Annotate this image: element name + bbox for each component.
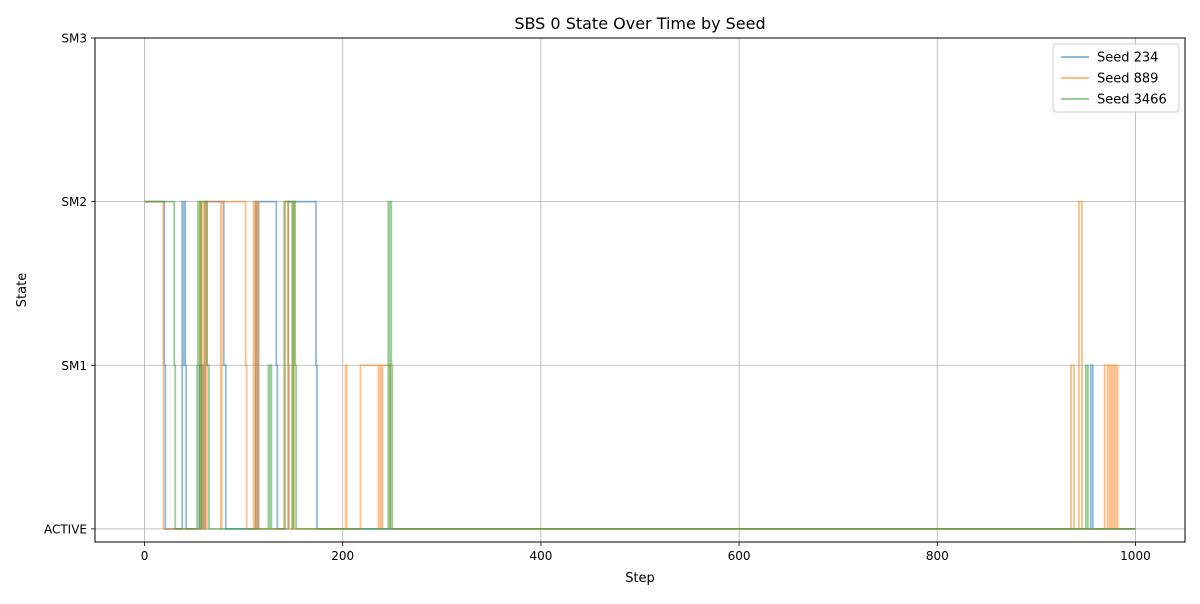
x-axis-label: Step — [625, 571, 655, 586]
x-tick-label: 800 — [926, 549, 949, 563]
y-axis-label: State — [15, 273, 30, 307]
x-tick-label: 1000 — [1120, 549, 1151, 563]
chart-title: SBS 0 State Over Time by Seed — [514, 14, 765, 33]
series-line-seed-234 — [144, 200, 1136, 530]
series-line-seed-3466 — [144, 200, 1136, 530]
plot-area-frame — [94, 37, 1186, 543]
y-tick-label: ACTIVE — [44, 522, 87, 536]
x-tick-label: 0 — [141, 549, 149, 563]
x-tick-label: 600 — [728, 549, 751, 563]
x-tick-label: 200 — [331, 549, 354, 563]
legend-box — [1052, 43, 1180, 113]
series-lines — [144, 200, 1136, 530]
y-tick-label: SM2 — [61, 195, 87, 209]
axis-ticks: 0 200 400 600 800 1000 ACTIVE SM1 SM2 SM3 — [44, 32, 1151, 564]
y-tick-label: SM3 — [61, 32, 87, 46]
legend-label: Seed 889 — [1097, 72, 1158, 87]
y-tick-label: SM1 — [61, 359, 87, 373]
x-tick-label: 400 — [529, 549, 552, 563]
legend-label: Seed 234 — [1097, 51, 1158, 66]
legend-label: Seed 3466 — [1097, 93, 1167, 108]
legend: Seed 234 Seed 889 Seed 3466 — [1052, 43, 1180, 113]
